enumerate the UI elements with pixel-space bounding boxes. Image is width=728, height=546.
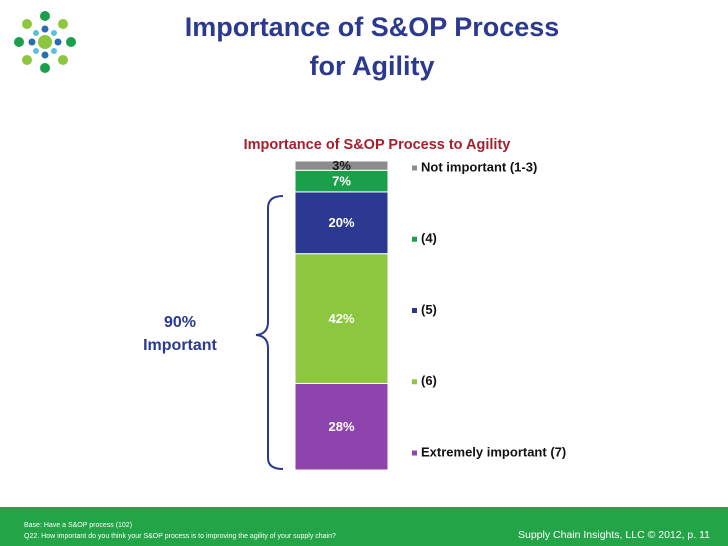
chart-title: Importance of S&OP Process to Agility — [244, 137, 511, 153]
legend-label: Not important (1-3) — [421, 159, 537, 174]
legend-label: (6) — [421, 373, 437, 388]
bar-segment — [294, 191, 389, 255]
slide-title: for Agility — [310, 51, 435, 81]
value-label: 42% — [328, 311, 354, 326]
legend-marker — [412, 236, 417, 242]
footer-base: Base: Have a S&OP process (102) — [24, 522, 132, 529]
legend-marker — [412, 450, 417, 456]
value-label: 3% — [332, 158, 351, 173]
value-label: 28% — [328, 419, 354, 434]
annotation: Important — [143, 337, 217, 354]
legend-marker — [412, 379, 417, 385]
legend-marker — [412, 308, 417, 313]
annotation: 90% — [164, 314, 196, 331]
footer-question: Q22. How important do you think your S&O… — [24, 533, 336, 540]
legend-label: Extremely important (7) — [421, 444, 566, 459]
bracket — [255, 195, 284, 470]
footer-credit: Supply Chain Insights, LLC © 2012, p. 11 — [518, 529, 710, 541]
plot: 28% Extremely important (7) 42% (6) 20% (5) 7%… — [294, 158, 566, 471]
legend-marker — [412, 165, 417, 171]
logo — [14, 11, 76, 73]
footer-band — [0, 507, 728, 546]
bar-segment — [294, 382, 389, 471]
value-label: 7% — [332, 174, 351, 189]
legend-label: (4) — [421, 231, 437, 246]
bar-segment — [294, 160, 389, 171]
slide-title: Importance of S&OP Process — [185, 12, 560, 42]
value-label: 20% — [328, 215, 354, 230]
bar-segment — [294, 253, 389, 384]
legend-label: (5) — [421, 302, 437, 317]
